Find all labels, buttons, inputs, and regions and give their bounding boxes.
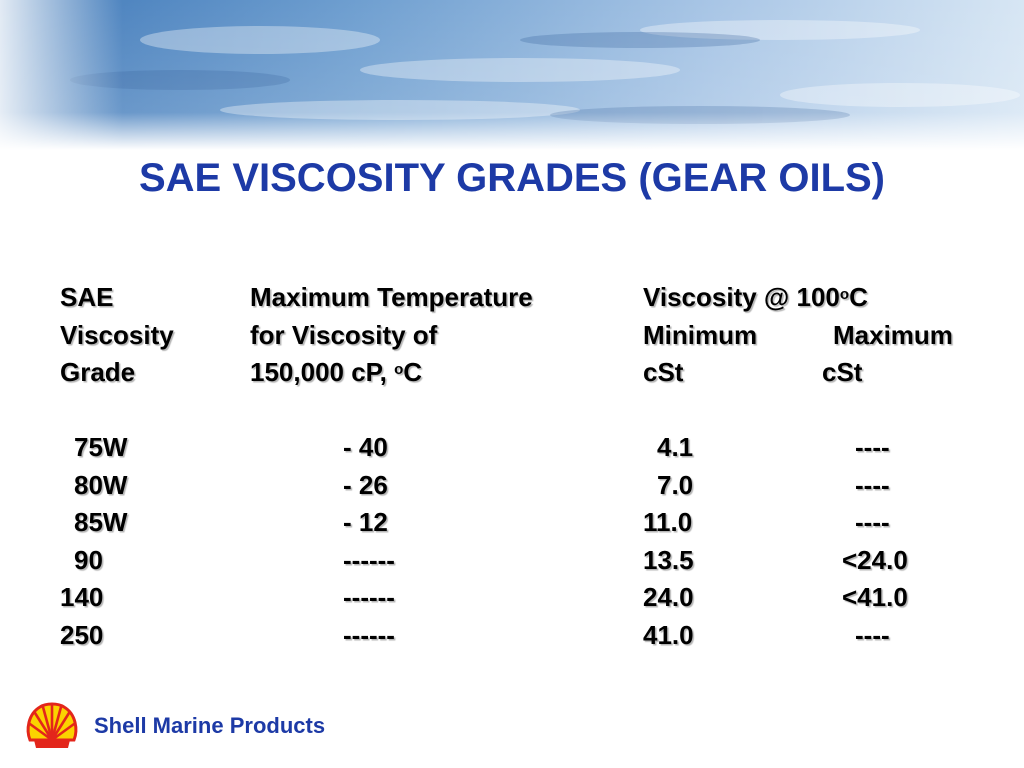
row-max: ---- [855, 620, 890, 650]
row-grade: 75W [74, 432, 128, 462]
row-min: 11.0 [643, 507, 693, 537]
header-maximum: Maximum [833, 320, 953, 350]
header-viscosity: Viscosity [60, 320, 174, 350]
row-temp: - 12 [343, 507, 388, 537]
row-temp: - 26 [343, 470, 388, 500]
header-max-temperature: Maximum Temperature [250, 282, 533, 312]
header-min-cst: cSt [643, 357, 684, 387]
row-temp: ------ [343, 545, 395, 575]
row-min: 13.5 [643, 545, 694, 575]
header-sae: SAE [60, 282, 114, 312]
header-minimum: Minimum [643, 320, 758, 350]
degree-sup: o [394, 361, 404, 378]
header-max-cst: cSt [822, 357, 863, 387]
degree-sup: o [839, 286, 850, 303]
header-viscosity-100-text: Viscosity @ 100 [643, 282, 840, 312]
celsius-unit: C [849, 282, 868, 312]
water-banner-image [0, 0, 1024, 150]
row-grade: 80W [74, 470, 128, 500]
row-temp: - 40 [343, 432, 388, 462]
header-for-viscosity-of: for Viscosity of [250, 320, 438, 350]
header-150000-cp-text: 150,000 cP, [250, 357, 395, 387]
row-grade: 140 [60, 582, 104, 612]
header-150000-cp: 150,000 cP, oC [250, 357, 422, 387]
row-max: ---- [855, 507, 890, 537]
row-max: ---- [855, 470, 890, 500]
brand-name: Shell Marine Products [94, 713, 326, 738]
row-min: 4.1 [657, 432, 694, 462]
header-grade: Grade [60, 357, 136, 387]
row-max: <24.0 [842, 545, 908, 575]
shell-pecten-logo-icon [26, 702, 78, 748]
row-grade: 250 [60, 620, 104, 650]
slide-title: SAE VISCOSITY GRADES (GEAR OILS) [138, 156, 886, 200]
row-min: 7.0 [657, 470, 694, 500]
row-temp: ------ [343, 620, 395, 650]
celsius-unit: C [403, 357, 423, 387]
row-temp: ------ [343, 582, 395, 612]
row-max: <41.0 [842, 582, 908, 612]
header-viscosity-100c: Viscosity @ 100oC [643, 282, 868, 312]
row-max: ---- [855, 432, 890, 462]
footer-brand: Shell Marine Products [24, 698, 325, 754]
row-grade: 85W [74, 507, 128, 537]
row-min: 41.0 [643, 620, 694, 650]
row-grade: 90 [74, 545, 103, 575]
row-min: 24.0 [643, 582, 694, 612]
